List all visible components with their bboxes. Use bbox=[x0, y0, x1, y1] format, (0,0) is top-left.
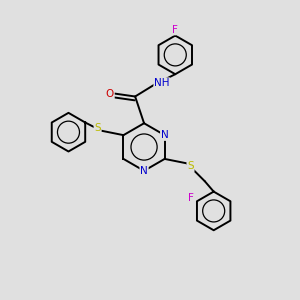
Text: F: F bbox=[172, 25, 178, 34]
Text: O: O bbox=[106, 88, 114, 98]
Text: N: N bbox=[161, 130, 169, 140]
Text: NH: NH bbox=[154, 78, 170, 88]
Text: F: F bbox=[188, 193, 194, 203]
Text: S: S bbox=[94, 123, 101, 133]
Text: S: S bbox=[187, 161, 194, 171]
Text: N: N bbox=[140, 166, 148, 176]
